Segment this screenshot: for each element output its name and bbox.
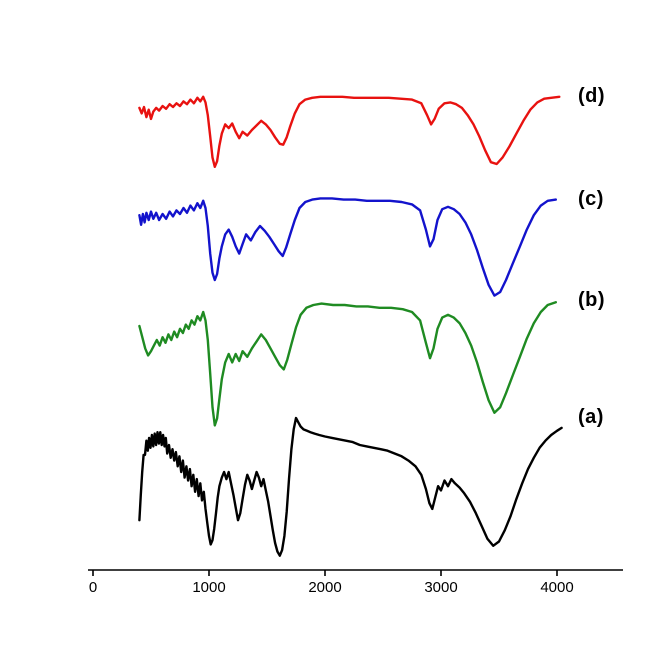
x-tick-label-2000: 2000: [308, 579, 342, 596]
spectrum-c: [138, 197, 557, 297]
series-label-c: (c): [578, 188, 604, 210]
x-tick-label-1000: 1000: [192, 579, 226, 596]
series-label-a: (a): [578, 406, 604, 428]
spectrum-d: [138, 95, 561, 168]
x-tick-label-3000: 3000: [424, 579, 458, 596]
spectrum-a: [138, 416, 563, 557]
spectrum-b: [138, 301, 557, 427]
x-tick-label-0: 0: [88, 579, 98, 596]
series-label-d: (d): [578, 85, 606, 107]
series-label-b: (b): [578, 289, 606, 311]
x-tick-label-4000: 4000: [540, 579, 574, 596]
